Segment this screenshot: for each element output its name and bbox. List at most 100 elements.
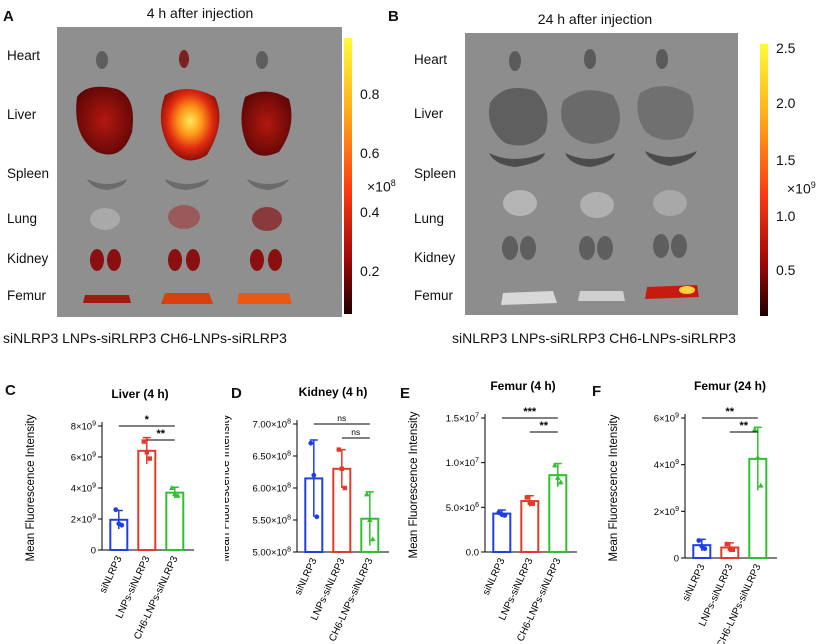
panel-b-title: 24 h after injection [537,11,653,27]
colorbar-4h-tick: 0.6 [360,145,380,161]
data-point [758,482,764,488]
data-point [308,440,314,446]
data-point [502,512,508,518]
data-point [314,514,320,520]
y-tick-label: 0.0 [466,548,479,559]
bar-chart-kidney-4h: Kidney (4 h) Mean Fluorescence Intensity 5… [225,385,389,643]
bar [165,491,185,551]
y-tick-label: 6×109 [654,413,679,425]
y-tick-label: 0 [674,554,679,565]
organ-label-kidney: Kidney [414,250,456,265]
data-point [141,439,146,444]
data-point [527,500,532,506]
data-point [342,485,347,491]
bar [520,500,540,553]
y-tick-label: 0 [91,546,96,557]
y-tick-label: 5.50×108 [252,515,291,527]
significance-label: ** [157,428,166,440]
ivis-organs-24h [465,33,738,315]
panel-letter-a: A [3,8,14,25]
organ-label-lung: Lung [7,211,38,226]
data-point [364,491,370,497]
significance-label: ** [540,420,549,432]
bar [492,512,512,554]
chart-title: Femur (4 h) [490,380,555,393]
panel-letter-d: D [231,385,242,402]
y-axis-label: Mean Fluorescence Intensity [608,414,620,561]
organ-label-heart: Heart [414,52,448,67]
data-point [752,426,758,432]
x-tick-label: siNLRP3 [98,554,125,595]
data-point [169,485,175,490]
y-axis-label: Mean Fluorescence Intensity [408,411,420,558]
organ-label-kidney: Kidney [7,251,49,266]
x-tick-label: siNLRP3 [681,562,708,603]
ivis-organs-4h [57,27,342,317]
chart-title: Liver (4 h) [111,387,168,401]
y-tick-label: 2×109 [71,514,96,526]
y-tick-label: 1.0×107 [446,457,479,469]
chart-title: Femur (24 h) [694,380,766,393]
y-tick-label: 7.00×108 [252,419,291,431]
organ-label-spleen: Spleen [414,166,457,181]
data-point [311,472,317,478]
data-point [702,546,708,552]
y-tick-label: 4×109 [654,459,679,471]
y-tick-label: 6×109 [71,452,96,464]
y-tick-label: 8×109 [71,421,96,433]
significance-label: *** [523,406,537,418]
y-tick-label: 5.00×108 [252,547,291,559]
colorbar-24h-tick: 2.5 [776,40,796,56]
colorbar-4h-tick: 0.2 [360,263,380,279]
panel-a-group-labels: siNLRP3 LNPs-siRLRP3 CH6-LNPs-siRLRP3 [3,330,287,346]
significance-label: ** [740,420,749,432]
significance-label: * [145,414,150,426]
significance-label: ** [726,406,735,418]
organ-label-femur: Femur [414,288,454,303]
data-point [755,454,761,460]
ivis-image-24h [465,33,738,315]
y-tick-label: 4×109 [71,483,96,495]
colorbar-24h-tick: 1.5 [776,152,796,168]
data-point [530,501,535,506]
data-point [524,495,529,500]
data-point [555,474,561,480]
colorbar-4h-multiplier: ×108 [367,178,396,195]
data-point [367,517,373,522]
data-point [336,447,341,452]
y-tick-label: 2×109 [654,506,679,518]
data-point [724,541,729,547]
organ-label-liver: Liver [414,106,444,121]
data-point [730,547,735,553]
colorbar-4h-tick: 0.8 [360,86,380,102]
chart-title: Kidney (4 h) [299,385,368,399]
organ-label-heart: Heart [7,48,41,63]
y-tick-label: 6.50×108 [252,451,291,463]
bar-chart-femur-4h: Femur (4 h) Mean Fluorescence Intensity 0.… [408,380,577,643]
data-point [147,456,152,461]
x-tick-label: siNLRP3 [481,556,508,597]
data-point [727,546,732,551]
colorbar-4h [344,38,352,314]
y-tick-label: 1.5×107 [446,413,479,425]
y-axis-label: Mean Fluorescence Intensity [25,414,37,561]
colorbar-24h-tick: 1.0 [776,208,796,224]
data-point [172,491,178,497]
colorbar-24h [760,44,768,316]
panel-b-group-labels: siNLRP3 LNPs-siRLRP3 CH6-LNPs-siRLRP3 [452,330,736,346]
organ-label-lung: Lung [414,211,445,226]
data-point [144,450,149,455]
panel-letter-b: B [388,8,399,25]
panel-letter-e: E [400,385,411,402]
data-point [339,466,344,471]
bar [137,449,157,551]
data-point [696,538,702,543]
x-tick-label: siNLRP3 [293,556,320,597]
bar-chart-liver-4h: Liver (4 h) Mean Fluorescence Intensity 0 2… [25,387,194,641]
organ-label-liver: Liver [7,107,37,122]
data-point [552,462,558,468]
panel-letter-f: F [592,383,602,400]
significance-label: ns [337,413,346,423]
data-point [119,522,125,528]
organ-label-femur: Femur [7,288,47,303]
